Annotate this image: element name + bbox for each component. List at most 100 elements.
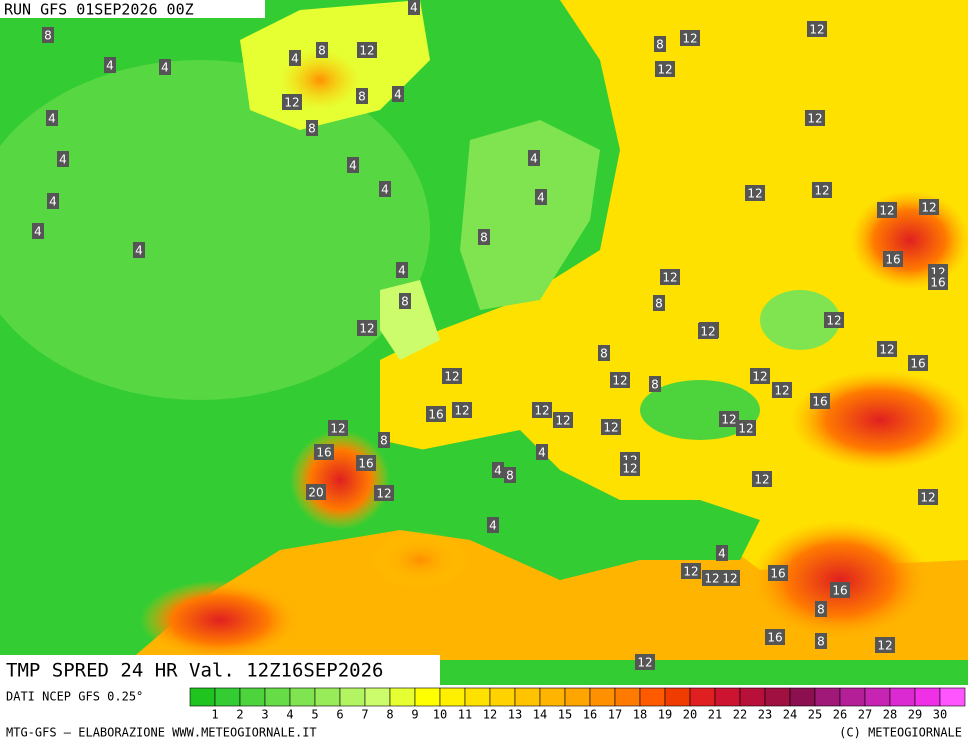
colorbar-label: 19 xyxy=(658,708,672,722)
color-swatch xyxy=(414,687,441,707)
contour-label-box xyxy=(601,419,621,435)
contour-label: 12 xyxy=(555,414,570,428)
contour-label: 12 xyxy=(704,572,719,586)
contour-label: 4 xyxy=(49,195,57,209)
contour-label: 12 xyxy=(682,32,697,46)
contour-label: 16 xyxy=(316,446,331,460)
contour-label-box xyxy=(357,42,377,58)
colorbar-label: 2 xyxy=(236,708,243,722)
color-swatch xyxy=(739,687,766,707)
contour-label-box xyxy=(812,182,832,198)
contour-label-box xyxy=(654,36,666,52)
contour-label: 12 xyxy=(754,473,769,487)
contour-label-box xyxy=(528,150,540,166)
contour-label-box xyxy=(487,517,499,533)
colorbar-label: 22 xyxy=(733,708,747,722)
color-swatch xyxy=(189,687,216,707)
contour-label-box xyxy=(649,376,661,392)
color-swatch xyxy=(289,687,316,707)
color-swatch xyxy=(764,687,791,707)
colorbar-label: 24 xyxy=(783,708,797,722)
contour-label-box xyxy=(635,654,655,670)
contour-label: 12 xyxy=(879,204,894,218)
mediterranean xyxy=(400,430,760,580)
contour-label: 4 xyxy=(394,88,402,102)
contour-label: 12 xyxy=(877,639,892,653)
color-swatch xyxy=(814,687,841,707)
contour-label: 12 xyxy=(920,491,935,505)
contour-label: 4 xyxy=(291,52,299,66)
color-swatch xyxy=(889,687,916,707)
contour-label-box xyxy=(452,402,472,418)
contour-label-box xyxy=(702,570,722,586)
colorbar-label: 27 xyxy=(858,708,872,722)
color-swatch xyxy=(314,687,341,707)
contour-label-box xyxy=(810,393,830,409)
contour-label-box xyxy=(316,42,328,58)
colorbar-label: 30 xyxy=(933,708,947,722)
contour-label-box xyxy=(374,485,394,501)
color-swatch xyxy=(664,687,691,707)
colorbar-label: 13 xyxy=(508,708,522,722)
contour-label: 4 xyxy=(489,519,497,533)
contour-label-box xyxy=(57,151,69,167)
contour-label: 12 xyxy=(700,325,715,339)
contour-label-box xyxy=(392,86,404,102)
contour-label: 8 xyxy=(651,378,659,392)
colorbar-label: 1 xyxy=(211,708,218,722)
color-swatch xyxy=(714,687,741,707)
contour-label: 20 xyxy=(308,486,323,500)
title-box xyxy=(0,0,265,18)
color-swatch xyxy=(639,687,666,707)
contour-label: 12 xyxy=(612,374,627,388)
colorbar-label: 12 xyxy=(483,708,497,722)
contour-label: 12 xyxy=(359,322,374,336)
contour-label: 16 xyxy=(832,584,847,598)
contour-label-box xyxy=(46,110,58,126)
contour-label: 16 xyxy=(910,357,925,371)
contour-label: 12 xyxy=(809,23,824,37)
contour-label-box xyxy=(918,489,938,505)
contour-label-box xyxy=(716,545,728,561)
contour-label: 16 xyxy=(770,567,785,581)
contour-label: 8 xyxy=(380,434,388,448)
contour-label: 4 xyxy=(48,112,56,126)
contour-label-box xyxy=(536,444,548,460)
colorbar-label: 20 xyxy=(683,708,697,722)
colorbar-label: 21 xyxy=(708,708,722,722)
contour-label: 4 xyxy=(59,153,67,167)
contour-label: 4 xyxy=(34,225,42,239)
contour-label: 12 xyxy=(603,421,618,435)
contour-label-box xyxy=(660,269,680,285)
iberia-heat xyxy=(290,430,390,530)
color-swatch xyxy=(439,687,466,707)
contour-label-box xyxy=(442,368,462,384)
contour-label: 12 xyxy=(359,44,374,58)
contour-label-box xyxy=(824,312,844,328)
product-title: TMP SPRED 24 HR Val. 12Z16SEP2026 xyxy=(6,660,384,682)
contour-label: 4 xyxy=(530,152,538,166)
color-swatch xyxy=(539,687,566,707)
color-swatch xyxy=(214,687,241,707)
contour-label-box xyxy=(32,223,44,239)
contour-label-box xyxy=(356,455,376,471)
scandinavia xyxy=(460,120,600,310)
contour-label-box xyxy=(535,189,547,205)
contour-label: 8 xyxy=(308,122,316,136)
caspian-field xyxy=(760,290,840,350)
contour-label: 12 xyxy=(284,96,299,110)
contour-label: 8 xyxy=(817,603,825,617)
contour-label: 4 xyxy=(106,59,114,73)
contour-label-box xyxy=(928,274,948,290)
contour-label-box xyxy=(553,412,573,428)
contour-label-box xyxy=(396,262,408,278)
contour-label: 12 xyxy=(774,384,789,398)
contour-label: 8 xyxy=(358,90,366,104)
run-title: RUN GFS 01SEP2026 00Z xyxy=(4,1,194,19)
contour-label: 12 xyxy=(637,656,652,670)
contour-label-box xyxy=(919,199,939,215)
colorbar-label: 6 xyxy=(336,708,343,722)
arabia-heat xyxy=(750,520,930,640)
color-swatch xyxy=(589,687,616,707)
ural-heat xyxy=(850,190,968,290)
